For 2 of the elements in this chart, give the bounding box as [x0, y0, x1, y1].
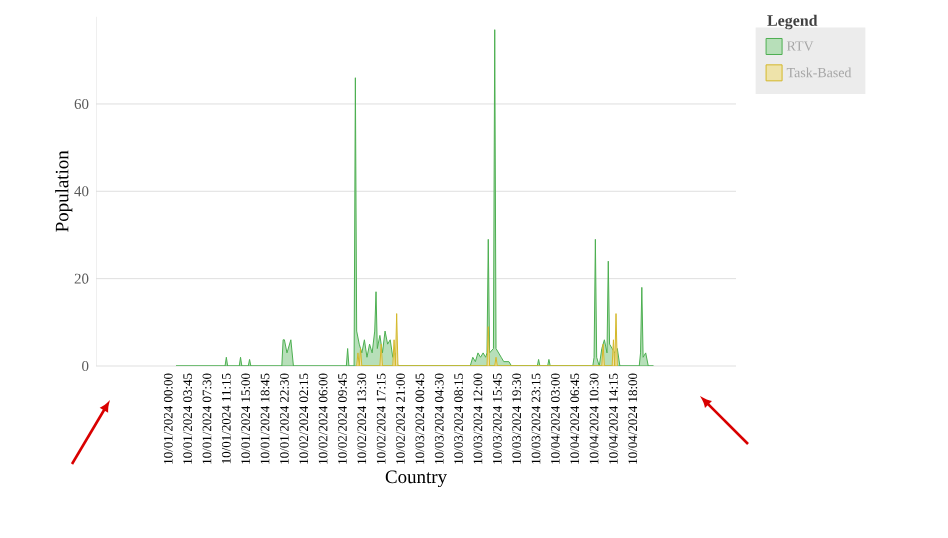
x-axis-title: Country: [385, 470, 447, 488]
y-axis-title: Population: [55, 150, 73, 232]
